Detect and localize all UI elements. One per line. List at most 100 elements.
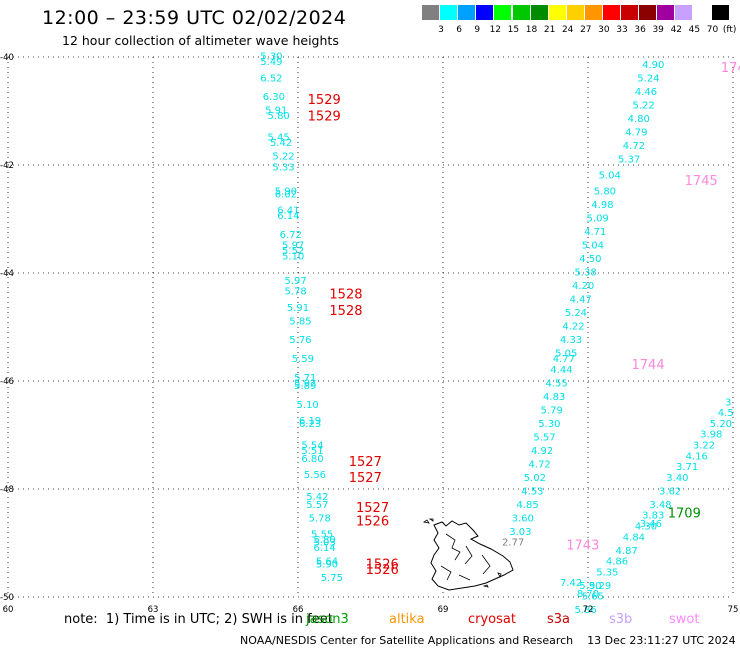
wave-height-value: 5.04	[582, 241, 604, 252]
wave-height-value: 5.38	[574, 268, 596, 279]
wave-height-value: 6.02	[275, 189, 297, 200]
legend-swatch	[711, 5, 729, 20]
pass-time-label: 1526	[366, 558, 399, 573]
wave-height-value: 5.91	[265, 106, 287, 117]
wave-height-value: 4.90	[642, 60, 664, 71]
pass-time-labels: 1529152915281528152715271527152615261526…	[308, 61, 740, 578]
pass-time-label: 1528	[329, 304, 362, 319]
legend-label: 42	[670, 25, 683, 35]
wave-height-value: 5.52	[282, 246, 304, 257]
wave-height-value: 5.78	[309, 513, 331, 524]
pass-time-label: 174	[721, 61, 740, 76]
wave-height-value: 4.98	[591, 200, 613, 211]
wave-height-value: 3.62	[659, 486, 681, 497]
wave-height-value: 4.44	[550, 365, 572, 376]
wave-height-value: 5.80	[313, 535, 335, 546]
wave-height-value: 4.72	[529, 459, 551, 470]
wave-height-value: 5.22	[632, 100, 654, 111]
legend-swatch	[621, 5, 639, 20]
pass-time-label: 1529	[308, 93, 341, 108]
wave-height-value: 5.64	[316, 557, 338, 568]
legend-label: 33	[616, 25, 628, 35]
wave-height-value: 5.10	[297, 400, 319, 411]
legend-swatch	[458, 5, 476, 20]
wave-height-value: 8.70	[577, 589, 599, 600]
legend-label: 70	[706, 25, 719, 35]
wave-height-value: 5.24	[565, 308, 587, 319]
wave-height-value: 4.79	[625, 127, 647, 138]
legend-unit: (ft)	[722, 25, 737, 35]
legend-swatch	[494, 5, 512, 20]
wave-height-value: 4.71	[584, 227, 606, 238]
wave-height-value: 3.98	[700, 430, 722, 441]
wave-height-value: 5.30	[260, 52, 282, 63]
wave-height-value: 5.42	[306, 492, 328, 503]
wave-height-value: 4.92	[531, 446, 553, 457]
lon-label: 75	[728, 605, 739, 615]
satellite-swot: swot	[669, 612, 700, 627]
lat-label: -46	[0, 377, 14, 387]
wave-height-value: 3.83	[642, 511, 664, 522]
legend-label: 3	[438, 25, 444, 35]
wave-height-value: 6.52	[260, 73, 282, 84]
legend-swatch	[603, 5, 620, 20]
footer-credit: NOAA/NESDIS Center for Satellite Applica…	[240, 634, 736, 647]
wave-height-value: 5.76	[289, 335, 311, 346]
lon-label: 69	[438, 605, 449, 615]
lat-lon-grid	[7, 56, 734, 598]
wave-height-value: 5.71	[294, 373, 316, 384]
wave-height-value: 6.72	[280, 230, 302, 241]
wave-height-value: 5.59	[292, 354, 314, 365]
legend-label: 21	[543, 25, 556, 35]
cryosat-track: 5.305.496.526.305.915.805.455.425.225.33…	[260, 52, 343, 584]
pass-time-label: 1743	[566, 539, 599, 554]
wave-height-value: 6.80	[301, 454, 323, 465]
lat-label: -48	[0, 485, 14, 495]
wave-height-value: 5.56	[304, 470, 326, 481]
wave-height-value: 4.87	[616, 546, 638, 557]
wave-height-value: 4.20	[572, 281, 594, 292]
legend-label: 45	[688, 25, 701, 35]
legend-swatch	[422, 5, 439, 20]
legend-swatch	[440, 5, 458, 20]
lat-label: -50	[0, 593, 14, 603]
wave-height-value: 5.49	[260, 57, 282, 68]
wave-height-value: 5.57	[533, 432, 555, 443]
legend-swatch	[657, 5, 675, 20]
wave-height-value: 4.80	[628, 114, 650, 125]
legend-swatch	[675, 5, 693, 20]
wave-height-value: 4.30	[635, 522, 657, 533]
legend-label: 15	[507, 25, 520, 35]
wave-height-value: 5.35	[596, 567, 618, 578]
wave-height-value: 4.22	[562, 322, 584, 333]
lon-label: 66	[293, 605, 304, 615]
wave-height-value: 5.54	[301, 441, 323, 452]
lon-label: 60	[3, 605, 14, 615]
s3a-grey: 2.77	[502, 538, 524, 549]
satellite-s3a: s3a	[547, 612, 571, 627]
lat-label: -44	[0, 269, 14, 279]
kerguelen-island-outline	[422, 518, 514, 591]
lon-label: 72	[583, 605, 594, 615]
wave-height-value: 5.90	[579, 581, 601, 592]
wave-height-value: 6.30	[263, 92, 285, 103]
pass-time-label: 1527	[356, 501, 389, 516]
wave-height-value: 5.80	[268, 111, 290, 122]
wave-height-value: 5.30	[538, 419, 560, 430]
pass-time-label: 1745	[685, 174, 718, 189]
map-title: 12:00 – 23:59 UTC 02/02/2024	[42, 7, 347, 29]
pass-time-label: 1528	[329, 288, 362, 303]
wave-height-value: 5.37	[618, 154, 640, 165]
legend-swatch	[512, 5, 530, 20]
legend-label: 6	[456, 25, 462, 35]
wave-height-value: 3.22	[693, 441, 715, 452]
axis-labels: -40 -42 -44 -46 -48 -50 60 63 66 69 72 75	[0, 53, 738, 615]
legend-label: 24	[561, 25, 574, 35]
wave-height-value: 5.04	[599, 171, 621, 182]
legend-swatch	[693, 5, 711, 20]
wave-height-value: 5.90	[275, 187, 297, 198]
wave-height-value: 4.46	[635, 87, 657, 98]
lon-label: 63	[148, 605, 159, 615]
wave-height-value: 4.55	[545, 378, 567, 389]
wave-height-value: 6.14	[277, 211, 299, 222]
